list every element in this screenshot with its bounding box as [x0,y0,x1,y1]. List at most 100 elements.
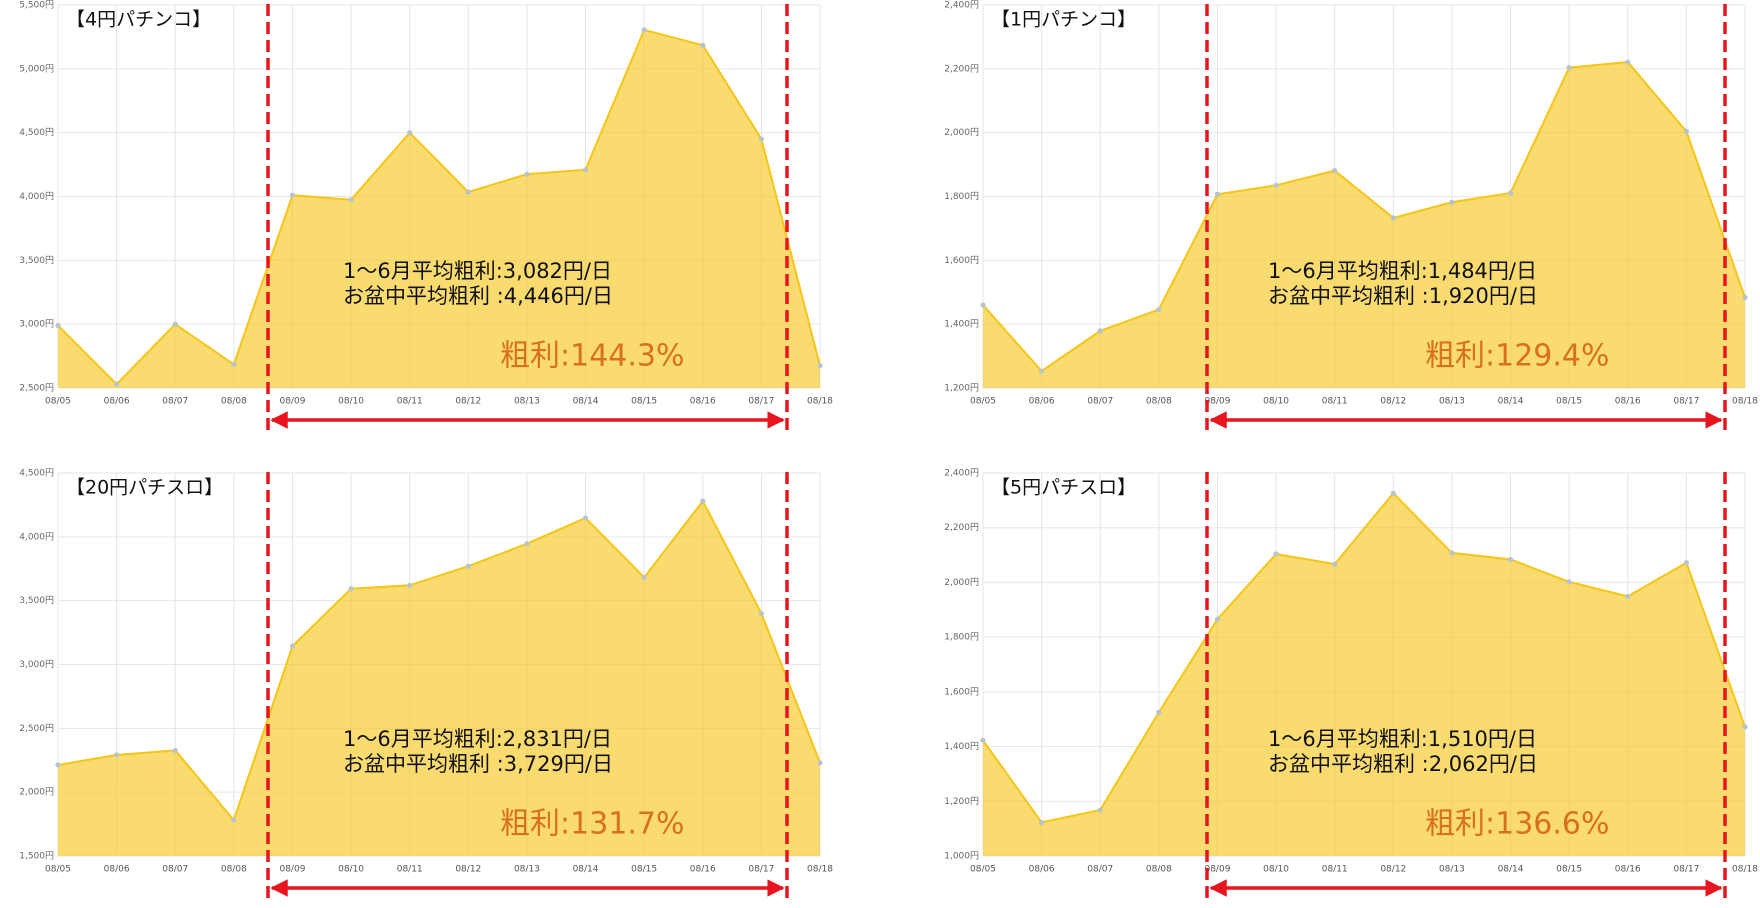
x-tick-label: 08/10 [1263,397,1289,407]
y-tick-label: 2,200円 [944,522,979,533]
x-tick-label: 08/09 [1204,397,1230,407]
x-tick-label: 08/12 [1380,865,1406,875]
area-fill [58,501,820,856]
y-tick-label: 5,000円 [19,63,54,74]
annotation: お盆中平均粗利 :1,920円/日 [1268,284,1538,308]
annotation: お盆中平均粗利 :4,446円/日 [343,284,613,308]
data-point [582,515,589,521]
data-point [1507,190,1514,196]
y-tick-label: 3,000円 [19,319,54,330]
x-tick-label: 08/10 [1263,865,1289,875]
annotation: 1～6月平均粗利:1,484円/日 [1268,259,1537,283]
y-tick-label: 4,500円 [19,468,54,479]
x-tick-label: 08/16 [1615,865,1641,875]
data-point [407,130,413,136]
data-point [641,27,647,33]
x-tick-label: 08/11 [397,397,423,407]
y-tick-label: 2,500円 [19,383,54,394]
annotation: 1～6月平均粗利:2,831円/日 [343,727,612,751]
data-point [1742,724,1748,730]
annotation: お盆中平均粗利 :3,729円/日 [343,752,613,776]
data-point [1273,182,1279,188]
x-tick-label: 08/14 [573,397,599,407]
x-tick-label: 08/14 [1498,865,1524,875]
data-point [465,189,471,195]
x-tick-label: 08/07 [162,397,188,407]
area-fill [58,29,820,389]
x-tick-label: 08/14 [573,865,599,875]
y-tick-label: 1,800円 [944,191,979,202]
area-line [982,61,1746,373]
data-point [465,563,471,569]
x-tick-label: 08/05 [45,865,71,875]
ratio-label: 粗利:131.7% [500,807,685,842]
x-tick-label: 08/14 [1498,397,1524,407]
y-tick-label: 1,600円 [944,686,979,697]
area-line [57,499,821,823]
data-point [524,541,530,547]
x-tick-label: 08/08 [1146,397,1172,407]
x-tick-label: 08/10 [338,397,364,407]
annotation: お盆中平均粗利 :2,062円/日 [1268,752,1538,776]
data-point [348,586,354,592]
x-tick-label: 08/06 [1029,397,1055,407]
x-tick-label: 08/18 [1732,865,1758,875]
x-tick-label: 08/15 [1556,865,1582,875]
x-tick-label: 08/06 [104,865,130,875]
chart-panel: 1,500円 2,000円 2,500円 3,000円 3,500円 4,000円 4,50… [19,468,833,898]
x-tick-label: 08/15 [631,865,657,875]
y-tick-label: 2,500円 [19,723,54,734]
data-point [172,321,178,327]
area-line [982,491,1746,824]
x-tick-label: 08/10 [338,865,364,875]
data-point [641,574,647,581]
data-point [172,747,178,754]
data-point [817,760,823,766]
data-point [348,197,354,203]
data-point [55,762,61,768]
data-point [1156,709,1162,715]
x-tick-label: 08/07 [1087,865,1113,875]
data-point [407,582,413,588]
y-tick-label: 2,000円 [19,787,54,798]
x-tick-label: 08/06 [1029,865,1055,875]
data-point [289,192,296,198]
chart-title: 【1円パチンコ】 [991,9,1136,31]
x-tick-label: 08/05 [970,865,996,875]
x-tick-label: 08/09 [1204,865,1230,875]
y-tick-label: 3,500円 [19,595,54,606]
x-tick-label: 08/12 [455,397,481,407]
data-point [1273,551,1279,557]
data-point [817,363,823,369]
x-tick-label: 08/15 [1556,397,1582,407]
data-point [1449,550,1455,556]
data-point [1214,191,1221,197]
area-fill [983,493,1745,856]
y-tick-label: 1,400円 [944,741,979,752]
data-point [980,302,986,308]
x-tick-label: 08/17 [748,865,774,875]
y-tick-label: 3,500円 [19,255,54,266]
y-tick-label: 4,000円 [19,191,54,202]
x-tick-label: 08/13 [1439,865,1465,875]
data-point [1625,593,1631,599]
y-tick-label: 1,200円 [944,383,979,394]
y-tick-label: 2,200円 [944,63,979,74]
y-tick-label: 1,600円 [944,255,979,266]
data-point [1683,128,1689,134]
data-point [1742,294,1748,300]
chart-title: 【4円パチンコ】 [66,9,211,31]
x-tick-label: 08/17 [748,397,774,407]
ratio-label: 粗利:144.3% [500,339,685,374]
data-point [700,42,706,48]
data-point [1390,215,1396,221]
x-tick-label: 08/15 [631,397,657,407]
data-point [524,171,530,177]
data-point [1156,306,1162,313]
data-point [289,643,296,649]
data-point [1449,199,1455,205]
annotation: 1～6月平均粗利:3,082円/日 [343,259,612,283]
x-tick-label: 08/18 [807,865,833,875]
